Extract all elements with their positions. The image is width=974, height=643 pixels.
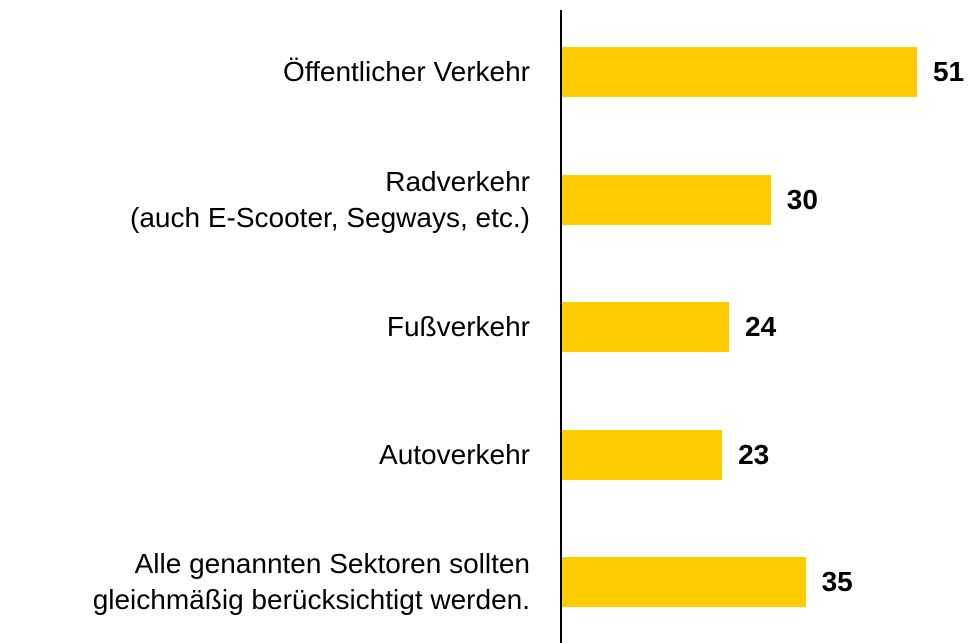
category-label: Autoverkehr — [379, 438, 530, 470]
category-label: Öffentlicher Verkehr — [283, 56, 530, 87]
bar — [562, 174, 771, 225]
bar — [562, 302, 730, 352]
value-label: 23 — [738, 438, 770, 470]
value-label: 30 — [786, 183, 818, 215]
bar — [562, 47, 917, 97]
value-label: 35 — [821, 566, 853, 597]
value-label: 51 — [932, 56, 965, 87]
category-label: Alle genannten Sektoren sollten gleichmä… — [92, 548, 530, 615]
category-label: Fußverkehr — [386, 311, 530, 342]
bar — [562, 557, 806, 607]
axis-line — [560, 10, 562, 643]
category-label: Radverkehr (auch E-Scooter, Segways, etc… — [130, 165, 530, 233]
value-label: 24 — [745, 311, 777, 342]
bar — [562, 429, 723, 480]
